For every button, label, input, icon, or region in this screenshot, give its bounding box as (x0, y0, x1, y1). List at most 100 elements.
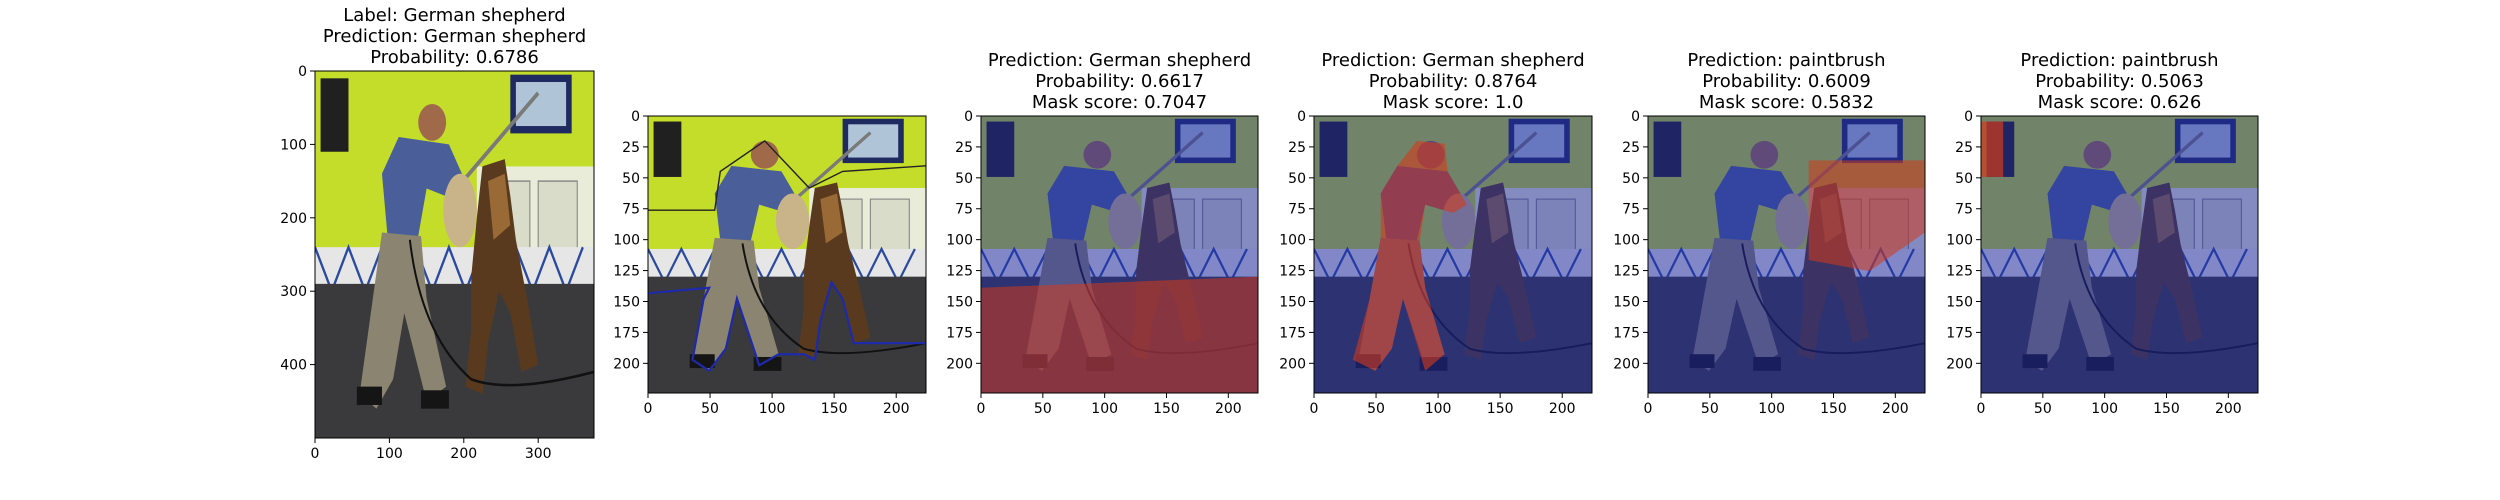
y-tick-label: 125 (1946, 264, 1973, 280)
y-tick-label: 50 (1622, 171, 1640, 187)
y-tick-label: 100 (613, 233, 640, 249)
y-tick-label: 300 (280, 284, 307, 300)
y-tick-label: 200 (1279, 356, 1306, 372)
mask-overlay (1648, 116, 1925, 393)
x-tick-label: 200 (883, 401, 910, 417)
x-tick-label: 100 (376, 446, 403, 462)
x-tick-label: 100 (2091, 401, 2118, 417)
x-tick-label: 0 (1310, 401, 1319, 417)
y-tick-label: 0 (631, 109, 640, 125)
subplot-title-line: Mask score: 0.626 (2038, 92, 2202, 113)
y-tick-label: 200 (1613, 356, 1640, 372)
y-tick-label: 125 (946, 264, 973, 280)
axes-frame (1647, 115, 1926, 394)
y-tick-label: 400 (280, 358, 307, 374)
x-tick-label: 200 (2215, 401, 2242, 417)
x-tick-label: 0 (1644, 401, 1653, 417)
x-tick-label: 50 (1367, 401, 1385, 417)
image-content (981, 116, 1258, 393)
subplot-title-line: Probability: 0.8764 (1369, 71, 1538, 92)
y-tick-label: 125 (1279, 264, 1306, 280)
x-tick-label: 200 (450, 446, 477, 462)
y-tick-label: 100 (1613, 233, 1640, 249)
x-tick-label: 200 (1215, 401, 1242, 417)
x-tick-label: 100 (1758, 401, 1785, 417)
x-tick-label: 50 (1034, 401, 1052, 417)
axes-frame (980, 115, 1259, 394)
subplot-4: Prediction: German shepherdProbability: … (1279, 50, 1593, 417)
y-tick-label: 75 (622, 202, 640, 218)
y-tick-label: 75 (1622, 202, 1640, 218)
x-tick-label: 150 (1487, 401, 1514, 417)
image-content (1981, 116, 2258, 393)
image-content (648, 116, 926, 393)
subplot-title-line: Probability: 0.5063 (2035, 71, 2204, 92)
subplot-title-line: Probability: 0.6009 (1702, 71, 1871, 92)
y-tick-label: 100 (946, 233, 973, 249)
y-tick-label: 175 (946, 325, 973, 341)
x-tick-label: 200 (1549, 401, 1576, 417)
y-tick-label: 50 (955, 171, 973, 187)
y-tick-label: 25 (1288, 140, 1306, 156)
x-tick-label: 200 (1882, 401, 1909, 417)
image-content (315, 71, 594, 438)
y-tick-label: 100 (1279, 233, 1306, 249)
subplot-title-line: Mask score: 1.0 (1383, 92, 1524, 113)
y-tick-label: 125 (613, 264, 640, 280)
y-tick-label: 150 (613, 294, 640, 310)
y-tick-label: 150 (1946, 294, 1973, 310)
x-tick-label: 100 (1091, 401, 1118, 417)
subplot-title-line: Prediction: German shepherd (988, 50, 1251, 71)
mask-overlay (1314, 116, 1592, 393)
y-tick-label: 200 (946, 356, 973, 372)
mask-overlay (1981, 116, 2258, 393)
x-tick-label: 150 (1820, 401, 1847, 417)
y-tick-label: 150 (946, 294, 973, 310)
subplot-title-line: Mask score: 0.7047 (1032, 92, 1207, 113)
subplot-2: 0 50 100 150 200 0 25 50 75 100 125 150 175 200 (613, 109, 927, 417)
y-tick-label: 175 (613, 325, 640, 341)
y-tick-label: 25 (622, 140, 640, 156)
subplot-title-line: Prediction: paintbrush (2020, 50, 2218, 71)
subplot-title-line: Probability: 0.6617 (1035, 71, 1204, 92)
y-tick-label: 150 (1613, 294, 1640, 310)
axes-frame (1980, 115, 2259, 394)
y-tick-label: 125 (1613, 264, 1640, 280)
axes-frame (647, 115, 927, 394)
y-tick-label: 175 (1613, 325, 1640, 341)
y-tick-label: 200 (280, 211, 307, 227)
x-tick-label: 0 (644, 401, 653, 417)
x-tick-label: 50 (701, 401, 719, 417)
y-tick-label: 75 (1955, 202, 1973, 218)
x-tick-label: 0 (1977, 401, 1986, 417)
x-tick-label: 0 (977, 401, 986, 417)
subplot-title-line: Prediction: German shepherd (1321, 50, 1584, 71)
subplot-title-line: Probability: 0.6786 (370, 47, 539, 68)
y-tick-label: 175 (1279, 325, 1306, 341)
y-tick-label: 0 (964, 109, 973, 125)
y-tick-label: 200 (1946, 356, 1973, 372)
y-tick-label: 100 (280, 137, 307, 153)
y-tick-label: 75 (955, 202, 973, 218)
y-tick-label: 25 (1622, 140, 1640, 156)
x-tick-label: 150 (1153, 401, 1180, 417)
y-tick-label: 50 (1288, 171, 1306, 187)
y-tick-label: 50 (622, 171, 640, 187)
y-tick-label: 175 (1946, 325, 1973, 341)
y-tick-label: 25 (955, 140, 973, 156)
x-tick-label: 100 (759, 401, 786, 417)
mask-overlay (981, 116, 1258, 393)
subplot-title-line: Prediction: German shepherd (323, 26, 586, 47)
axes-frame (314, 70, 595, 439)
y-tick-label: 25 (1955, 140, 1973, 156)
y-tick-label: 0 (1964, 109, 1973, 125)
y-tick-label: 50 (1955, 171, 1973, 187)
x-tick-label: 100 (1425, 401, 1452, 417)
image-content (1314, 116, 1592, 393)
x-tick-label: 50 (2034, 401, 2052, 417)
subplot-title-line: Prediction: paintbrush (1687, 50, 1885, 71)
